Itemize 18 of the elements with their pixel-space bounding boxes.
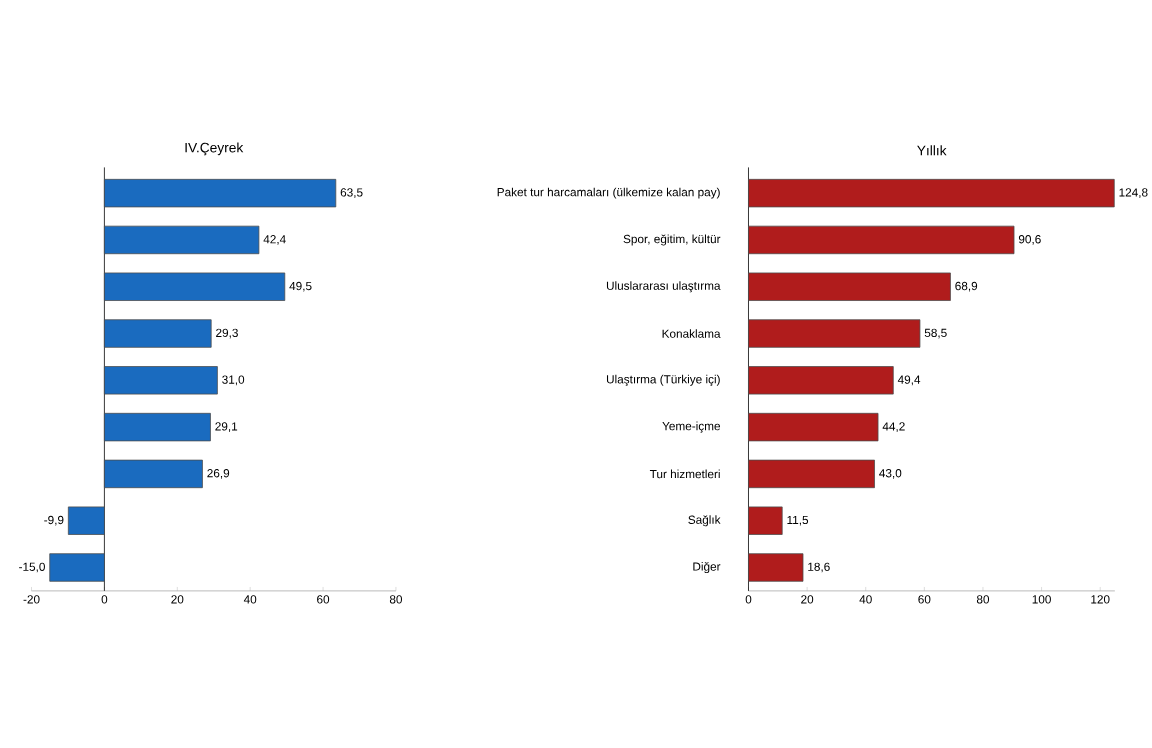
- bar: [748, 459, 875, 488]
- bar: [748, 319, 921, 348]
- bar: [104, 319, 212, 348]
- bar: [104, 365, 218, 395]
- bar: [49, 553, 105, 582]
- bar: [748, 272, 951, 301]
- bar: [104, 178, 337, 208]
- bar: [104, 459, 203, 488]
- bar: [748, 225, 1015, 254]
- bar: [104, 225, 260, 254]
- bar: [748, 506, 783, 535]
- bar: [748, 365, 894, 395]
- bar: [67, 506, 105, 535]
- bar: [748, 178, 1115, 208]
- bar: [748, 553, 804, 582]
- bar: [104, 272, 286, 301]
- bar: [748, 412, 879, 442]
- bar: [104, 412, 211, 442]
